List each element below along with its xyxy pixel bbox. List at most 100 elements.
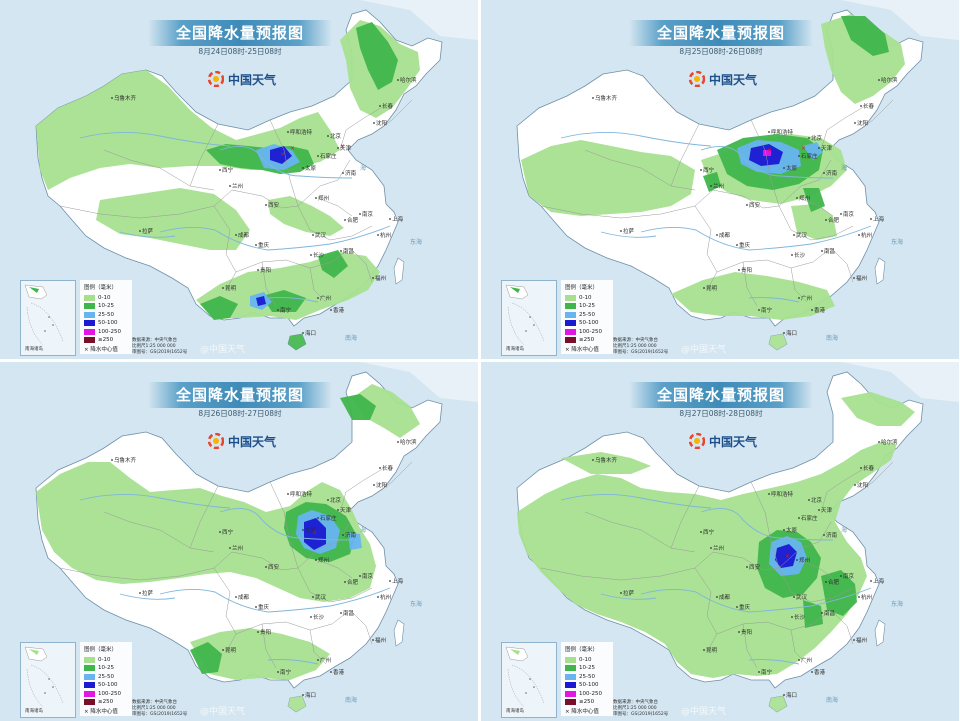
legend-center-label: × 降水中心值 (84, 346, 118, 353)
city-label: 杭州 (380, 595, 392, 601)
city-dot (340, 250, 342, 252)
rain-center-marker: × (280, 151, 285, 158)
rain-area (262, 290, 306, 312)
rain-area (200, 296, 238, 320)
province-border (584, 511, 696, 553)
source-line: 比例尺1:25 000 000 (613, 706, 657, 711)
cma-logo: 中国天气 (689, 70, 757, 88)
watermark: @中国天气 (681, 707, 727, 717)
city-label: 济南 (345, 171, 357, 177)
legend-swatch (565, 311, 576, 318)
city-label: 南宁 (761, 670, 773, 676)
city-label: 南京 (843, 212, 855, 218)
legend-center-marker: × 降水中心值 (84, 707, 118, 715)
province-border (742, 261, 758, 307)
legend-row: 100-250 (84, 690, 121, 697)
city-label: 北京 (330, 134, 342, 140)
city-label: 沈阳 (857, 483, 869, 489)
city-dot (337, 509, 339, 511)
panel-subtitle: 8月26日08时-27日08时 (198, 409, 282, 418)
rain-center-marker: × (312, 529, 317, 536)
province-border (670, 123, 700, 187)
city-label: 济南 (826, 533, 838, 539)
city-dot (310, 616, 312, 618)
sea-label: 南海 (345, 696, 357, 704)
river (119, 231, 176, 238)
city-label: 重庆 (258, 243, 270, 249)
rain-area (791, 204, 837, 240)
city-dot (798, 659, 800, 661)
legend-swatch (565, 303, 576, 309)
rain-center-marker: × (801, 145, 806, 152)
city-dot (798, 297, 800, 299)
legend-swatch (565, 665, 576, 671)
legend-swatch (565, 690, 576, 697)
city-dot (716, 596, 718, 598)
province-border (712, 189, 780, 209)
city-dot (379, 467, 381, 469)
city-label: 武汉 (315, 233, 327, 239)
legend-row: ≥250 (565, 337, 594, 344)
legend-swatch (565, 294, 576, 301)
legend-row: 100-250 (565, 690, 602, 697)
legend-row: 0-10 (565, 656, 591, 663)
city-label: 贵阳 (741, 630, 753, 636)
city-label: 天津 (821, 508, 833, 514)
legend-swatch (565, 699, 576, 705)
province-border (798, 559, 834, 579)
province-border (716, 609, 832, 635)
rain-center-marker: × (290, 145, 295, 152)
city-dot (327, 135, 329, 137)
precipitation-legend: 图例（毫米） 0-10 10-25 25-50 50-100 100-250 ≥250 × … (80, 642, 132, 716)
south-china-sea-inset: 南海诸岛 (501, 642, 557, 718)
city-dot (793, 596, 795, 598)
legend-row: 25-50 (565, 311, 595, 318)
source-line: 比例尺1:25 000 000 (132, 344, 176, 349)
source-line: 数据来源：中央气象台 (132, 700, 177, 705)
city-dot (783, 694, 785, 696)
source-line: 数据来源：中央气象台 (613, 338, 658, 343)
sea-label: 海 (360, 526, 366, 534)
city-label: 香港 (333, 670, 345, 676)
city-dot (736, 244, 738, 246)
city-label: 拉萨 (623, 591, 635, 597)
panel-title: 全国降水量预报图 (629, 382, 813, 408)
legend-center-marker: × 降水中心值 (565, 707, 599, 715)
city-dot (344, 219, 346, 221)
city-label: 香港 (333, 308, 345, 314)
city-dot (793, 234, 795, 236)
logo-text: 中国天气 (709, 434, 758, 449)
city-dot (620, 230, 622, 232)
legend-label: 100-250 (98, 328, 121, 335)
province-border (540, 189, 714, 219)
city-label: 西安 (268, 203, 280, 209)
province-border (830, 609, 854, 645)
city-label: 昆明 (706, 286, 718, 292)
city-dot (808, 137, 810, 139)
city-label: 成都 (719, 233, 731, 239)
city-dot (716, 234, 718, 236)
legend-swatch (565, 328, 576, 335)
city-dot (317, 155, 319, 157)
map-source: 数据来源：中央气象台 比例尺1:25 000 000 审图号：GS(2019)165… (613, 338, 668, 356)
city-dot (758, 309, 760, 311)
city-dot (818, 147, 820, 149)
river (748, 297, 800, 303)
city-dot (758, 671, 760, 673)
rain-area (352, 384, 420, 438)
legend-swatch (84, 337, 95, 343)
river (560, 494, 712, 509)
city-dot (853, 639, 855, 641)
city-label: 武汉 (796, 233, 808, 239)
rain-area (268, 196, 344, 236)
city-label: 拉萨 (142, 229, 154, 235)
rain-area (521, 140, 695, 216)
panel-title: 全国降水量预报图 (629, 20, 813, 46)
province-border (540, 551, 714, 581)
city-dot (317, 517, 319, 519)
city-label: 呼和浩特 (771, 492, 794, 498)
precipitation-legend: 图例（毫米） 0-10 10-25 25-50 50-100 100-250 ≥250 × … (80, 280, 132, 354)
city-label: 上海 (392, 579, 404, 585)
city-dot (821, 250, 823, 252)
province-border (261, 623, 277, 669)
